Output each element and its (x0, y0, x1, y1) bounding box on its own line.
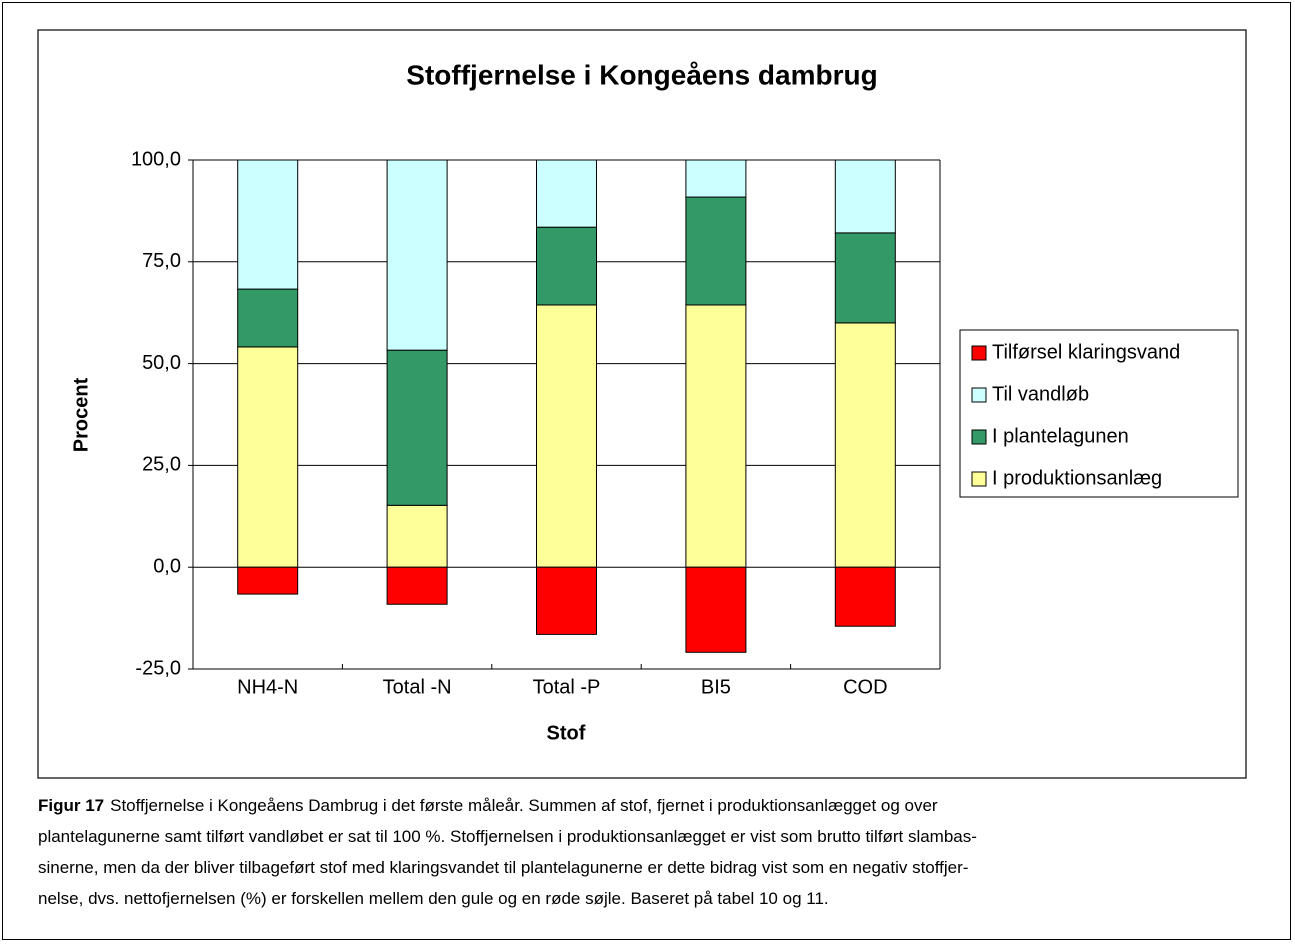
y-axis-title: Procent (70, 377, 92, 452)
bar-segment (685, 566, 747, 653)
caption-line-row: nelse, dvs. nettofjernelsen (%) er forsk… (38, 883, 1258, 914)
bar-segment (237, 566, 299, 595)
chart-frame (37, 29, 1247, 779)
x-tick-label: Total -N (383, 676, 452, 698)
legend-label: Til vandløb (992, 383, 1089, 405)
y-tick-label: 75,0 (142, 250, 181, 272)
legend-swatch (971, 345, 987, 361)
bar-segment (834, 566, 896, 627)
bar-segment (834, 159, 896, 234)
chart-title: Stoffjernelse i Kongeåens dambrug (406, 59, 877, 90)
legend-swatch (971, 429, 987, 445)
x-tick-label: BI5 (701, 676, 731, 698)
caption: Figur 17 Stoffjernelse i Kongeåens Dambru… (38, 790, 1258, 914)
caption-line-row: plantelagunerne samt tilført vandløbet e… (38, 821, 1258, 852)
bar-segment (834, 322, 896, 568)
legend-swatch (971, 471, 987, 487)
y-tick-label: -25,0 (135, 657, 181, 679)
y-tick-label: 50,0 (142, 352, 181, 374)
y-tick-label: 0,0 (153, 555, 181, 577)
bar-segment (386, 566, 448, 605)
bar-segment (237, 159, 299, 290)
y-tick-label: 25,0 (142, 454, 181, 476)
caption-line-row: sinerne, men da der bliver tilbageført s… (38, 852, 1258, 883)
bar-segment (386, 159, 448, 351)
caption-line: Stoffjernelse i Kongeåens Dambrug i det … (110, 796, 938, 815)
bar-segment (536, 304, 597, 568)
x-tick-label: NH4-N (237, 676, 298, 698)
bar-segment (685, 196, 747, 306)
y-tick-label: 100,0 (131, 148, 181, 170)
caption-line-row: Figur 17 Stoffjernelse i Kongeåens Dambru… (38, 790, 1258, 821)
caption-line: nelse, dvs. nettofjernelsen (%) er forsk… (38, 889, 829, 908)
bar-segment (237, 288, 299, 348)
bar-segment (536, 226, 597, 306)
bar-segment (386, 349, 448, 506)
bar-segment (685, 304, 747, 568)
legend-label: I produktionsanlæg (992, 467, 1162, 489)
x-axis-title: Stof (547, 722, 586, 744)
bar-segment (237, 346, 299, 568)
bar-segment (685, 159, 747, 198)
bar-segment (386, 504, 448, 568)
legend-box (959, 329, 1239, 498)
legend-label: Tilførsel klaringsvand (992, 341, 1180, 363)
caption-line: plantelagunerne samt tilført vandløbet e… (38, 827, 977, 846)
caption-line: sinerne, men da der bliver tilbageført s… (38, 858, 969, 877)
legend-label: I plantelagunen (992, 425, 1129, 447)
x-tick-label: COD (843, 676, 887, 698)
x-tick-label: Total -P (533, 676, 601, 698)
caption-label: Figur 17 (38, 796, 105, 815)
bar-segment (536, 159, 597, 228)
bar-segment (834, 232, 896, 324)
bar-segment (536, 566, 597, 635)
legend-swatch (971, 387, 987, 403)
